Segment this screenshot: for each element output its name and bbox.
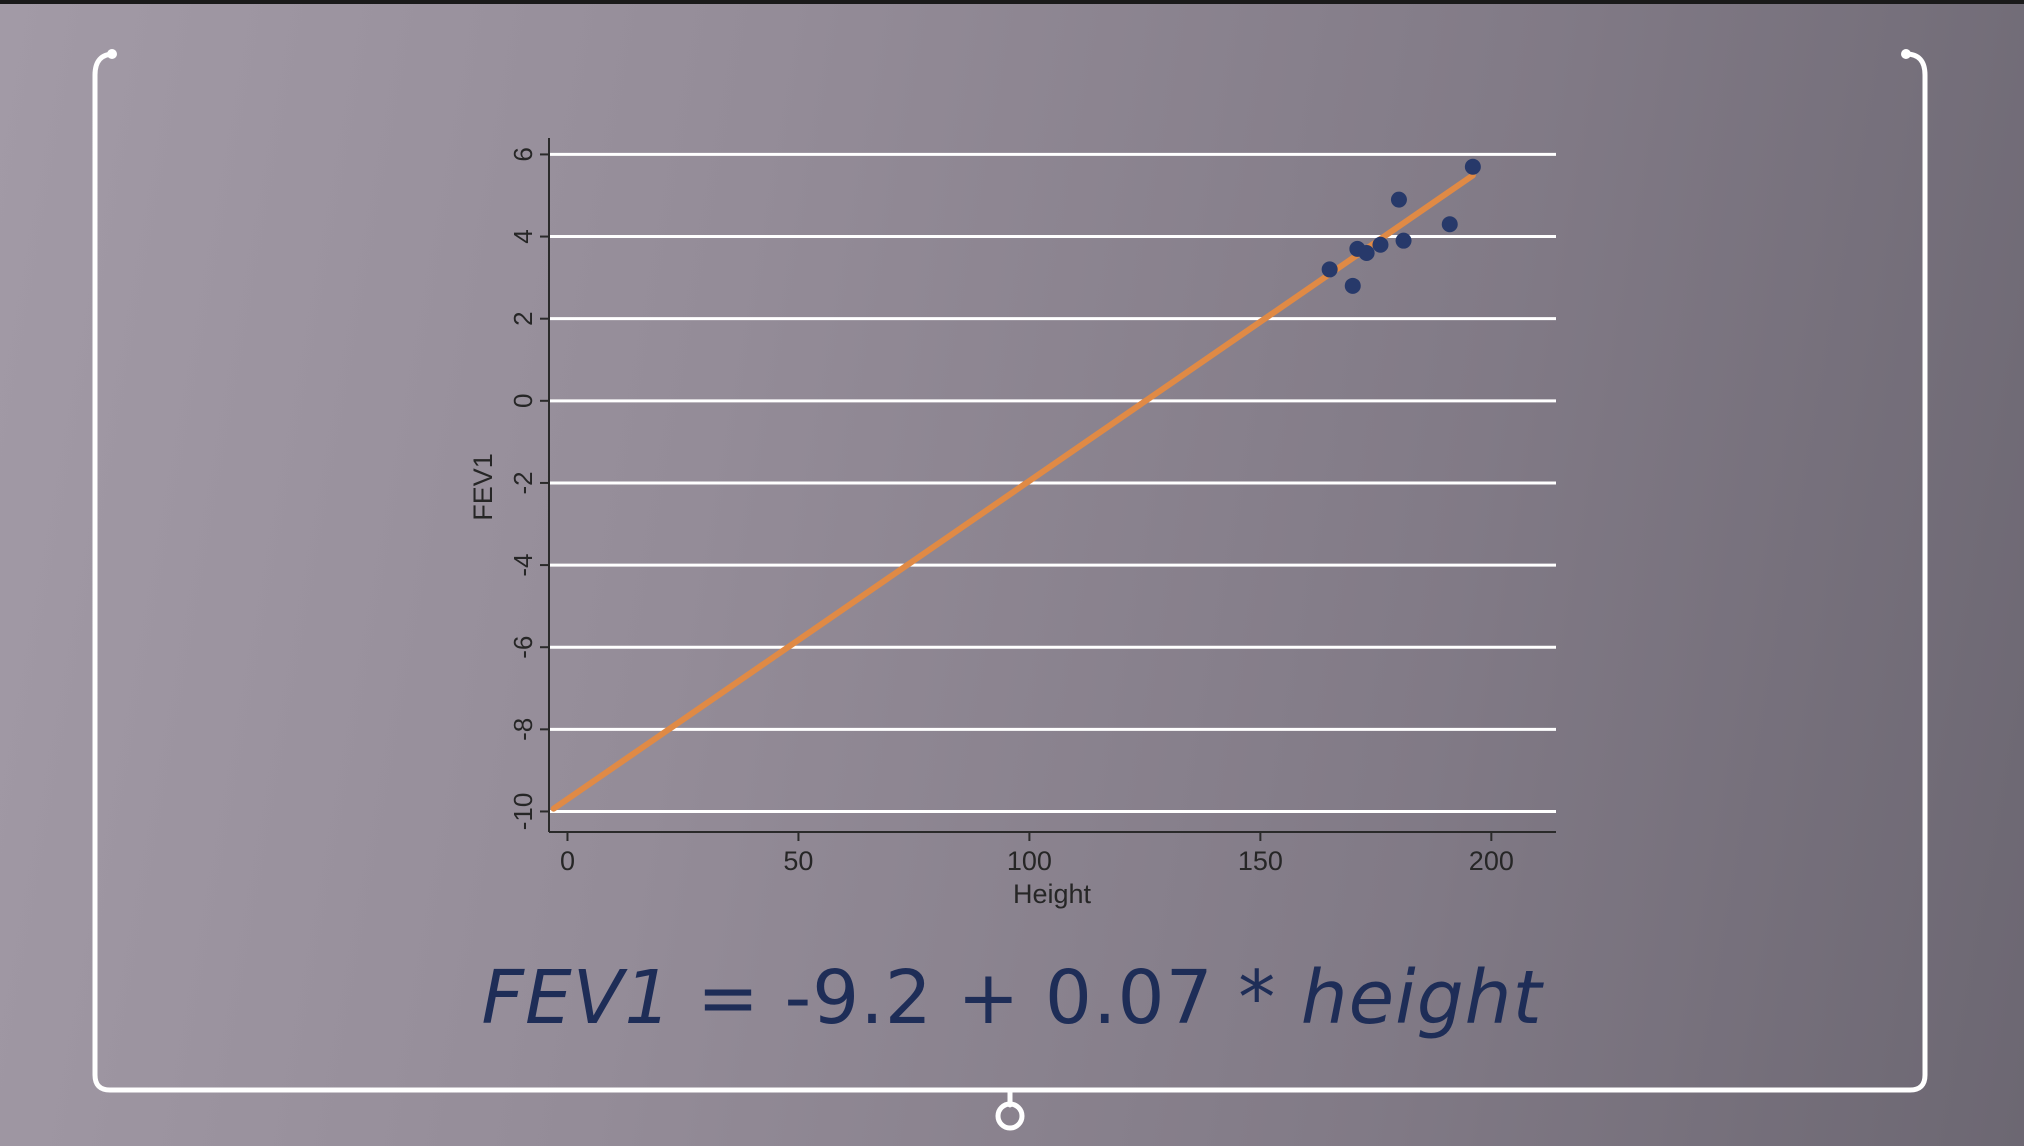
data-point-2 xyxy=(1344,277,1361,294)
scatter-chart: -10 -8 -6 -4 -2 0 2 4 6 0 50 100 150 200 Height FEV1 xyxy=(468,138,1556,909)
data-point-6 xyxy=(1390,191,1407,208)
y-axis-ticks: -10 -8 -6 -4 -2 0 2 4 6 xyxy=(508,147,549,830)
x-tick-label-200: 200 xyxy=(1469,846,1514,876)
y-tick-label-4: 4 xyxy=(508,229,538,243)
slide-frame xyxy=(92,51,1928,1108)
x-tick-label-150: 150 xyxy=(1238,846,1283,876)
y-tick-label--4: -4 xyxy=(508,554,538,577)
y-tick-label--6: -6 xyxy=(508,636,538,659)
x-axis-label: Height xyxy=(1013,879,1092,909)
y-axis-label: FEV1 xyxy=(468,453,498,521)
y-tick-label-0: 0 xyxy=(508,394,538,408)
formula-middle: = -9.2 + 0.07 * xyxy=(672,955,1301,1041)
data-point-9 xyxy=(1464,158,1481,175)
y-tick-label--10: -10 xyxy=(508,793,538,831)
data-point-8 xyxy=(1441,216,1458,233)
chart-axes xyxy=(548,138,1556,833)
regression-line xyxy=(550,172,1476,812)
data-point-1 xyxy=(1321,261,1338,278)
formula-rhs: height xyxy=(1300,955,1543,1041)
data-point-7 xyxy=(1395,232,1412,249)
grid-lines xyxy=(549,152,1556,813)
y-tick-label-6: 6 xyxy=(508,147,538,161)
frame-corner-dot-left xyxy=(107,49,117,59)
formula-lhs: FEV1 xyxy=(481,955,673,1041)
data-points xyxy=(1321,158,1481,294)
y-tick-label--2: -2 xyxy=(508,471,538,494)
frame-corner-dot-right xyxy=(1901,49,1911,59)
frame-bracket xyxy=(92,51,1928,1093)
data-point-4 xyxy=(1358,244,1375,261)
data-point-5 xyxy=(1372,236,1389,253)
top-edge xyxy=(0,0,2024,4)
y-tick-label-2: 2 xyxy=(508,311,538,325)
x-axis-ticks: 0 50 100 150 200 xyxy=(560,832,1514,876)
y-tick-label--8: -8 xyxy=(508,718,538,741)
regression-formula: FEV1 = -9.2 + 0.07 * height xyxy=(0,955,2024,1041)
fit-line-group xyxy=(550,172,1476,812)
x-tick-label-0: 0 xyxy=(560,846,575,876)
x-tick-label-50: 50 xyxy=(783,846,813,876)
frame-anchor-circle xyxy=(995,1101,1025,1131)
x-tick-label-100: 100 xyxy=(1007,846,1052,876)
